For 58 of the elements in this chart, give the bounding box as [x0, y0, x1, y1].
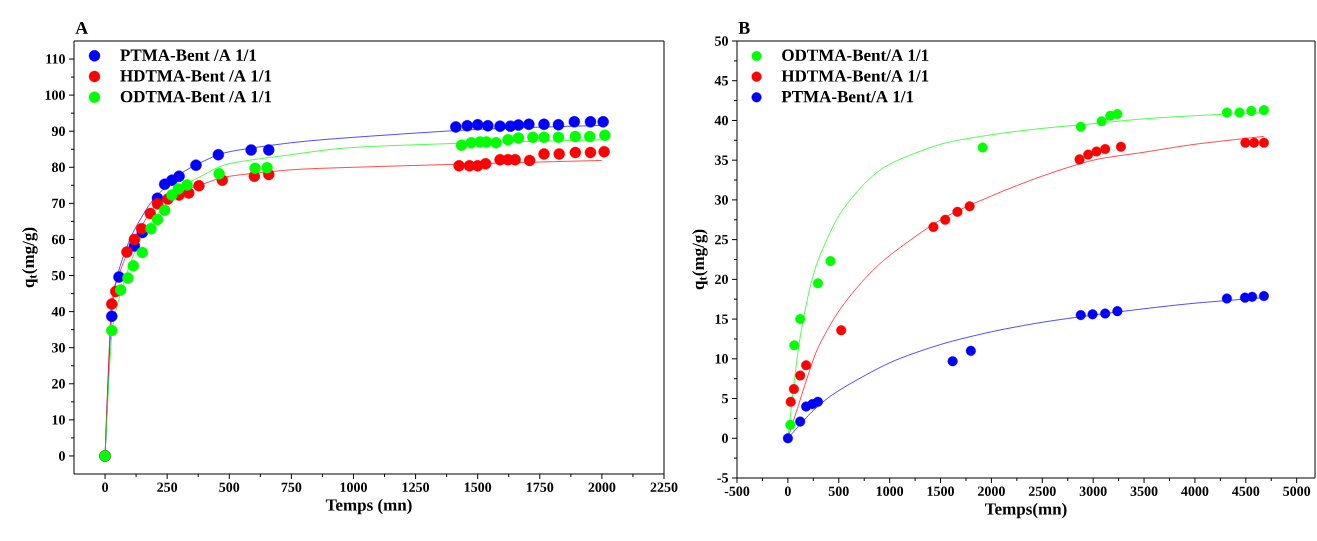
y-tick-label: 30: [52, 342, 65, 353]
y-tick-label: 5: [722, 393, 728, 404]
legend-label: PTMA-Bent /A 1/1: [120, 49, 257, 61]
y-tick-label: 10: [715, 354, 728, 364]
y-axis-title: q$_{t}$(mg/g): [692, 229, 708, 290]
x-tick-label: 2250: [650, 482, 678, 492]
x-tick-label: 500: [219, 482, 240, 492]
x-tick-label: 750: [281, 482, 302, 492]
x-tick-label: 3000: [1079, 486, 1107, 496]
chart-title: A: [75, 21, 89, 34]
y-tick-label: 35: [715, 155, 728, 165]
y-tick-label: -5: [717, 473, 728, 483]
legend-label: ODTMA-Bent /A 1/1: [120, 90, 272, 103]
x-tick-label: 3500: [1130, 486, 1158, 496]
y-tick-label: 40: [51, 306, 65, 317]
legend-label: HDTMA-Bent /A 1/1: [120, 70, 272, 82]
x-tick-label: 1750: [526, 482, 554, 492]
x-tick-label: 0: [102, 482, 109, 492]
y-tick-label: 15: [715, 314, 728, 324]
y-tick-label: 25: [715, 234, 728, 245]
y-tick-label: 0: [59, 451, 65, 461]
x-tick-label: 2000: [978, 486, 1005, 496]
x-tick-label: 2500: [1028, 486, 1056, 496]
x-tick-label: 250: [157, 482, 178, 492]
y-tick-label: 10: [52, 415, 65, 425]
x-axis-title: Temps (mn): [325, 498, 412, 515]
y-axis-title: q$_{t}$(mg/g): [22, 227, 38, 288]
y-tick-label: 80: [51, 162, 65, 173]
y-tick-label: 50: [52, 270, 65, 281]
y-tick-label: 40: [714, 115, 728, 126]
x-tick-label: 1000: [876, 486, 904, 496]
y-tick-label: 45: [714, 76, 728, 86]
x-tick-label: 500: [828, 486, 849, 496]
x-tick-label: 1000: [340, 482, 367, 492]
chart-title: B: [738, 21, 750, 34]
x-tick-label: 4500: [1232, 486, 1260, 496]
legend-label: PTMA-Bent/A 1/1: [781, 90, 914, 103]
x-tick-label: 1500: [464, 482, 492, 492]
x-tick-label: 4000: [1181, 486, 1209, 496]
y-tick-label: 20: [715, 274, 728, 285]
y-tick-label: 70: [52, 198, 65, 209]
legend-label: HDTMA-Bent/A 1/1: [781, 70, 929, 82]
x-tick-label: 5000: [1283, 486, 1311, 496]
y-tick-label: 100: [45, 90, 65, 100]
legend-label: ODTMA-Bent/A 1/1: [782, 49, 929, 61]
x-tick-label: 2000: [588, 482, 616, 492]
y-tick-label: 50: [715, 36, 728, 46]
x-axis-title: Temps(mn): [985, 502, 1067, 519]
y-tick-label: 90: [51, 126, 65, 136]
y-tick-label: 0: [722, 433, 728, 443]
y-tick-label: 30: [715, 195, 728, 205]
y-tick-label: 20: [52, 379, 65, 389]
x-tick-label: 1250: [402, 482, 430, 492]
x-tick-label: -500: [724, 486, 750, 496]
x-tick-label: 0: [784, 486, 791, 496]
y-tick-label: 60: [51, 234, 65, 245]
x-tick-label: 1500: [927, 486, 954, 496]
y-tick-label: 110: [46, 54, 65, 64]
